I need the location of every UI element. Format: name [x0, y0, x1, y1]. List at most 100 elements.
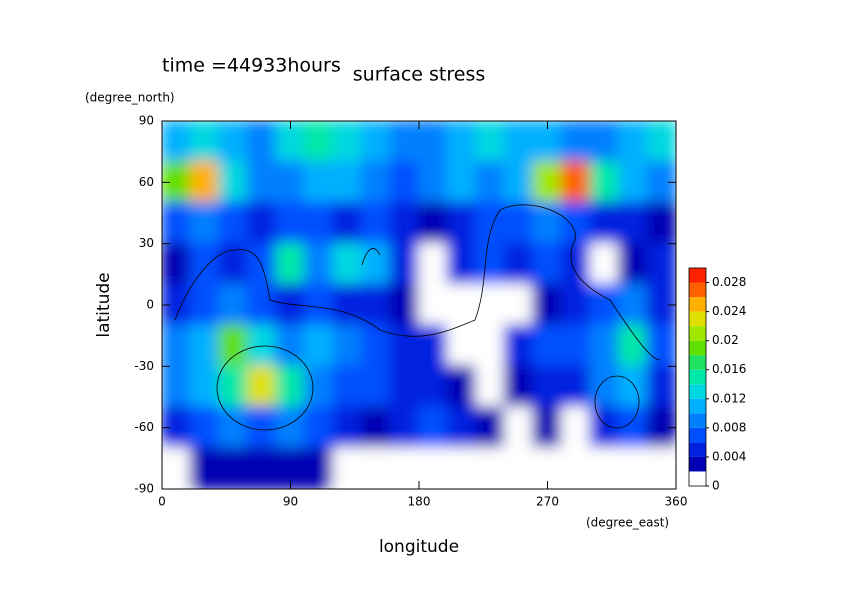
- field-cell: [275, 201, 306, 245]
- field-cell: [446, 447, 478, 489]
- colorbar-segment: [689, 442, 706, 457]
- field-cell: [446, 201, 478, 245]
- field-cell: [418, 201, 449, 245]
- field-cell: [418, 242, 449, 286]
- field-cell: [360, 365, 392, 409]
- field-cell: [189, 160, 221, 204]
- field-cell: [360, 324, 392, 368]
- field-cell: [360, 406, 392, 450]
- field-cell: [589, 160, 620, 204]
- field-cell: [475, 324, 506, 368]
- field-cell: [532, 160, 563, 204]
- colorbar-segment: [689, 427, 706, 443]
- field-cell: [418, 365, 449, 409]
- field-cell: [303, 242, 335, 286]
- field-cell: [617, 242, 649, 286]
- field-cell: [303, 324, 335, 368]
- colorbar-segment: [689, 398, 706, 414]
- field-cell: [560, 160, 592, 204]
- field-cell: [303, 121, 335, 163]
- y-tick-label: -30: [134, 359, 154, 373]
- field-cell: [532, 201, 563, 245]
- field-cell: [617, 447, 649, 489]
- field-cell: [646, 121, 676, 163]
- field-cell: [532, 242, 563, 286]
- field-cell: [475, 365, 506, 409]
- time-label: time =44933hours: [162, 55, 341, 77]
- field-cell: [332, 447, 363, 489]
- field-cell: [589, 447, 620, 489]
- x-tick-label: 270: [536, 495, 559, 509]
- field-cell: [189, 365, 221, 409]
- field-cell: [246, 406, 278, 450]
- x-tick-label: 0: [158, 495, 166, 509]
- colorbar-segment: [689, 326, 706, 341]
- field-cell: [332, 406, 363, 450]
- field-cell: [532, 406, 563, 450]
- field-cell: [446, 121, 478, 163]
- field-cell: [560, 242, 592, 286]
- field-cell: [218, 201, 249, 245]
- colorbar-segment: [689, 311, 706, 327]
- field-cell: [303, 283, 335, 327]
- field-cell: [475, 160, 506, 204]
- y-tick-label: 60: [139, 175, 154, 189]
- field-cell: [446, 283, 478, 327]
- field-cell: [246, 365, 278, 409]
- field-cell: [360, 283, 392, 327]
- field-cell: [646, 365, 676, 409]
- field-cell: [475, 121, 506, 163]
- field-cell: [503, 447, 535, 489]
- field-cell: [303, 201, 335, 245]
- field-cell: [532, 324, 563, 368]
- field-cell: [303, 406, 335, 450]
- field-cell: [389, 324, 420, 368]
- field-cell: [560, 201, 592, 245]
- field-cell: [475, 201, 506, 245]
- field-cell: [389, 447, 420, 489]
- y-tick-label: 90: [139, 114, 154, 128]
- field-cell: [246, 201, 278, 245]
- field-cell: [560, 283, 592, 327]
- field-cell: [189, 201, 221, 245]
- field-cell: [560, 406, 592, 450]
- field-cell: [532, 283, 563, 327]
- colorbar-segment: [689, 471, 706, 486]
- field-cell: [332, 121, 363, 163]
- field-cell: [532, 365, 563, 409]
- field-cell: [503, 160, 535, 204]
- coastline: [594, 375, 640, 429]
- field-cell: [332, 242, 363, 286]
- field-cell: [218, 406, 249, 450]
- field-cell: [332, 201, 363, 245]
- colorbar-segment: [689, 384, 706, 399]
- field-cell: [162, 242, 192, 286]
- field-cell: [389, 201, 420, 245]
- field-cell: [418, 447, 449, 489]
- field-cell: [617, 365, 649, 409]
- field-cell: [389, 160, 420, 204]
- coastline: [174, 204, 661, 361]
- field-cell: [617, 324, 649, 368]
- field-cell: [218, 283, 249, 327]
- field-cell: [446, 365, 478, 409]
- field-cell: [275, 242, 306, 286]
- field-cell: [646, 324, 676, 368]
- colorbar-tick-label: 0.016: [712, 362, 746, 376]
- field-cell: [246, 242, 278, 286]
- field-cell: [162, 121, 192, 163]
- colorbar-segment: [689, 456, 706, 472]
- field-cell: [418, 406, 449, 450]
- y-tick-label: 30: [139, 236, 154, 250]
- field-cell: [560, 365, 592, 409]
- field-cell: [162, 365, 192, 409]
- field-cell: [389, 406, 420, 450]
- field-cell: [418, 121, 449, 163]
- field-cell: [218, 242, 249, 286]
- cells: [162, 121, 676, 489]
- coastline: [216, 345, 314, 431]
- field-cell: [560, 324, 592, 368]
- field-cell: [189, 447, 221, 489]
- field-cell: [646, 447, 676, 489]
- field-cell: [503, 283, 535, 327]
